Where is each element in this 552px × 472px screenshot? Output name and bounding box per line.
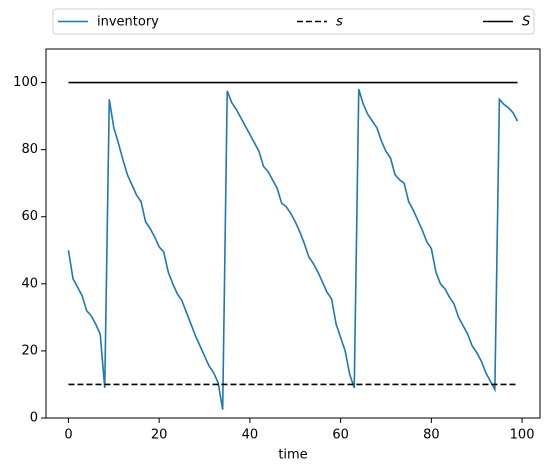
x-tick-label: 100 <box>510 428 535 443</box>
series-line <box>67 89 519 410</box>
y-tick-label: 0 <box>30 411 38 426</box>
legend-label: s <box>336 15 343 30</box>
legend-label: inventory <box>97 15 159 30</box>
x-tick-label: 40 <box>242 428 259 443</box>
x-tick-label: 80 <box>423 428 440 443</box>
y-tick-label: 80 <box>21 142 38 157</box>
x-tick-label: 0 <box>64 428 72 443</box>
x-tick-label: 20 <box>151 428 168 443</box>
y-tick-label: 100 <box>13 75 38 90</box>
y-tick-label: 60 <box>21 209 38 224</box>
legend-label: S <box>522 15 530 30</box>
legend-box <box>52 8 535 35</box>
y-tick-label: 20 <box>21 343 38 358</box>
plot-frame <box>45 48 541 419</box>
y-tick-label: 40 <box>21 276 38 291</box>
x-axis-label: time <box>278 448 307 463</box>
x-tick-label: 60 <box>332 428 349 443</box>
